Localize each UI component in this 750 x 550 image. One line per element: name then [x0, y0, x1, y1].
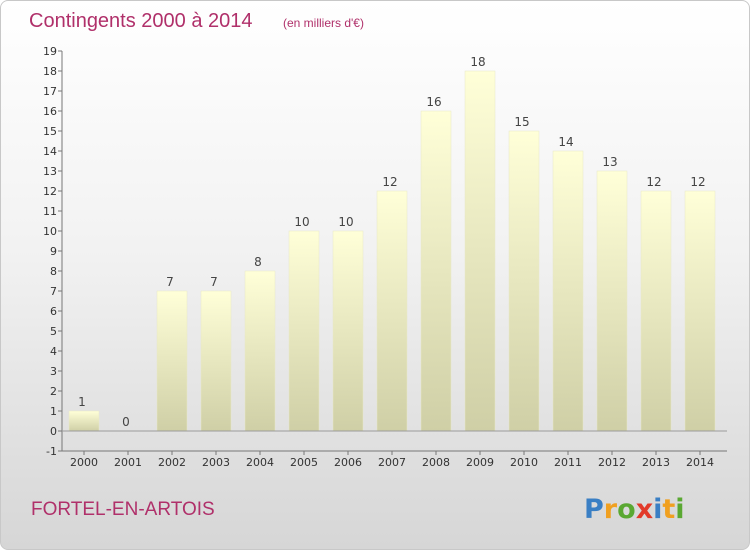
y-tick-label: -1: [46, 445, 57, 458]
data-label-2002: 7: [166, 275, 174, 289]
chart-title: Contingents 2000 à 2014: [29, 10, 253, 32]
x-tick-label-2010: 2010: [510, 456, 538, 469]
x-tick-label-2007: 2007: [378, 456, 406, 469]
bar-2004: [244, 270, 276, 432]
bar-2002: [156, 290, 188, 432]
bar-2009: [464, 70, 496, 432]
bar-2005: [288, 230, 320, 432]
y-tick-label: 13: [43, 165, 57, 178]
x-tick-label-2008: 2008: [422, 456, 450, 469]
bar-2014: [684, 190, 716, 432]
commune-name: FORTEL-EN-ARTOIS: [31, 499, 215, 520]
y-tick-label: 17: [43, 85, 57, 98]
logo-letter: x: [636, 494, 653, 525]
y-tick-label: 8: [50, 265, 57, 278]
y-tick-label: 12: [43, 185, 57, 198]
y-tick-label: 7: [50, 285, 57, 298]
y-tick-label: 10: [43, 225, 57, 238]
x-tick-label-2006: 2006: [334, 456, 362, 469]
chart-subtitle: (en milliers d'€): [283, 16, 364, 30]
logo-letter: r: [604, 494, 618, 525]
x-tick-label-2001: 2001: [114, 456, 142, 469]
y-tick-label: 11: [43, 205, 57, 218]
proxiti-logo: Proxiti: [584, 494, 685, 525]
data-label-2000: 1: [78, 395, 86, 409]
data-label-2010: 15: [514, 115, 529, 129]
bar-2011: [552, 150, 584, 432]
data-label-2012: 13: [602, 155, 617, 169]
x-tick-label-2013: 2013: [642, 456, 670, 469]
data-label-2013: 12: [646, 175, 661, 189]
logo-letter: t: [662, 494, 675, 525]
x-tick-label-2011: 2011: [554, 456, 582, 469]
logo-letter: P: [584, 494, 604, 525]
y-tick-label: 16: [43, 105, 57, 118]
y-tick-label: 1: [50, 405, 57, 418]
y-tick-label: 5: [50, 325, 57, 338]
x-tick-label-2002: 2002: [158, 456, 186, 469]
data-label-2008: 16: [426, 95, 441, 109]
x-tick-label-2012: 2012: [598, 456, 626, 469]
logo-letter: o: [617, 494, 636, 525]
x-axis: 2000 2001 2002 2003 2004 2005 2006 2007 2008 2009…: [62, 430, 727, 469]
logo-letter: i: [653, 494, 662, 525]
y-tick-label: 4: [50, 345, 57, 358]
bar-2010: [508, 130, 540, 432]
y-tick-label: 14: [43, 145, 57, 158]
y-tick-label: 15: [43, 125, 57, 138]
logo-letter: i: [675, 494, 684, 525]
data-label-2006: 10: [338, 215, 353, 229]
data-label-2004: 8: [254, 255, 262, 269]
y-tick-label: 9: [50, 245, 57, 258]
x-tick-label-2005: 2005: [290, 456, 318, 469]
bar-2013: [640, 190, 672, 432]
bar-2000: [68, 410, 100, 432]
data-label-2011: 14: [558, 135, 573, 149]
data-label-2001: 0: [122, 415, 130, 429]
data-label-2007: 12: [382, 175, 397, 189]
y-tick-label: 19: [43, 45, 57, 58]
x-tick-label-2009: 2009: [466, 456, 494, 469]
x-tick-label-2004: 2004: [246, 456, 274, 469]
x-tick-label-2003: 2003: [202, 456, 230, 469]
data-label-2003: 7: [210, 275, 218, 289]
bar-2006: [332, 230, 364, 432]
data-label-2005: 10: [294, 215, 309, 229]
bar-2003: [200, 290, 232, 432]
data-label-2014: 12: [690, 175, 705, 189]
x-tick-label-2014: 2014: [686, 456, 714, 469]
y-tick-label: 2: [50, 385, 57, 398]
y-tick-label: 3: [50, 365, 57, 378]
y-tick-label: 18: [43, 65, 57, 78]
bar-2008: [420, 110, 452, 432]
bar-2007: [376, 190, 408, 432]
x-tick-label-2000: 2000: [70, 456, 98, 469]
y-tick-label: 0: [50, 425, 57, 438]
y-tick-label: 6: [50, 305, 57, 318]
bar-2012: [596, 170, 628, 432]
data-label-2009: 18: [470, 55, 485, 69]
